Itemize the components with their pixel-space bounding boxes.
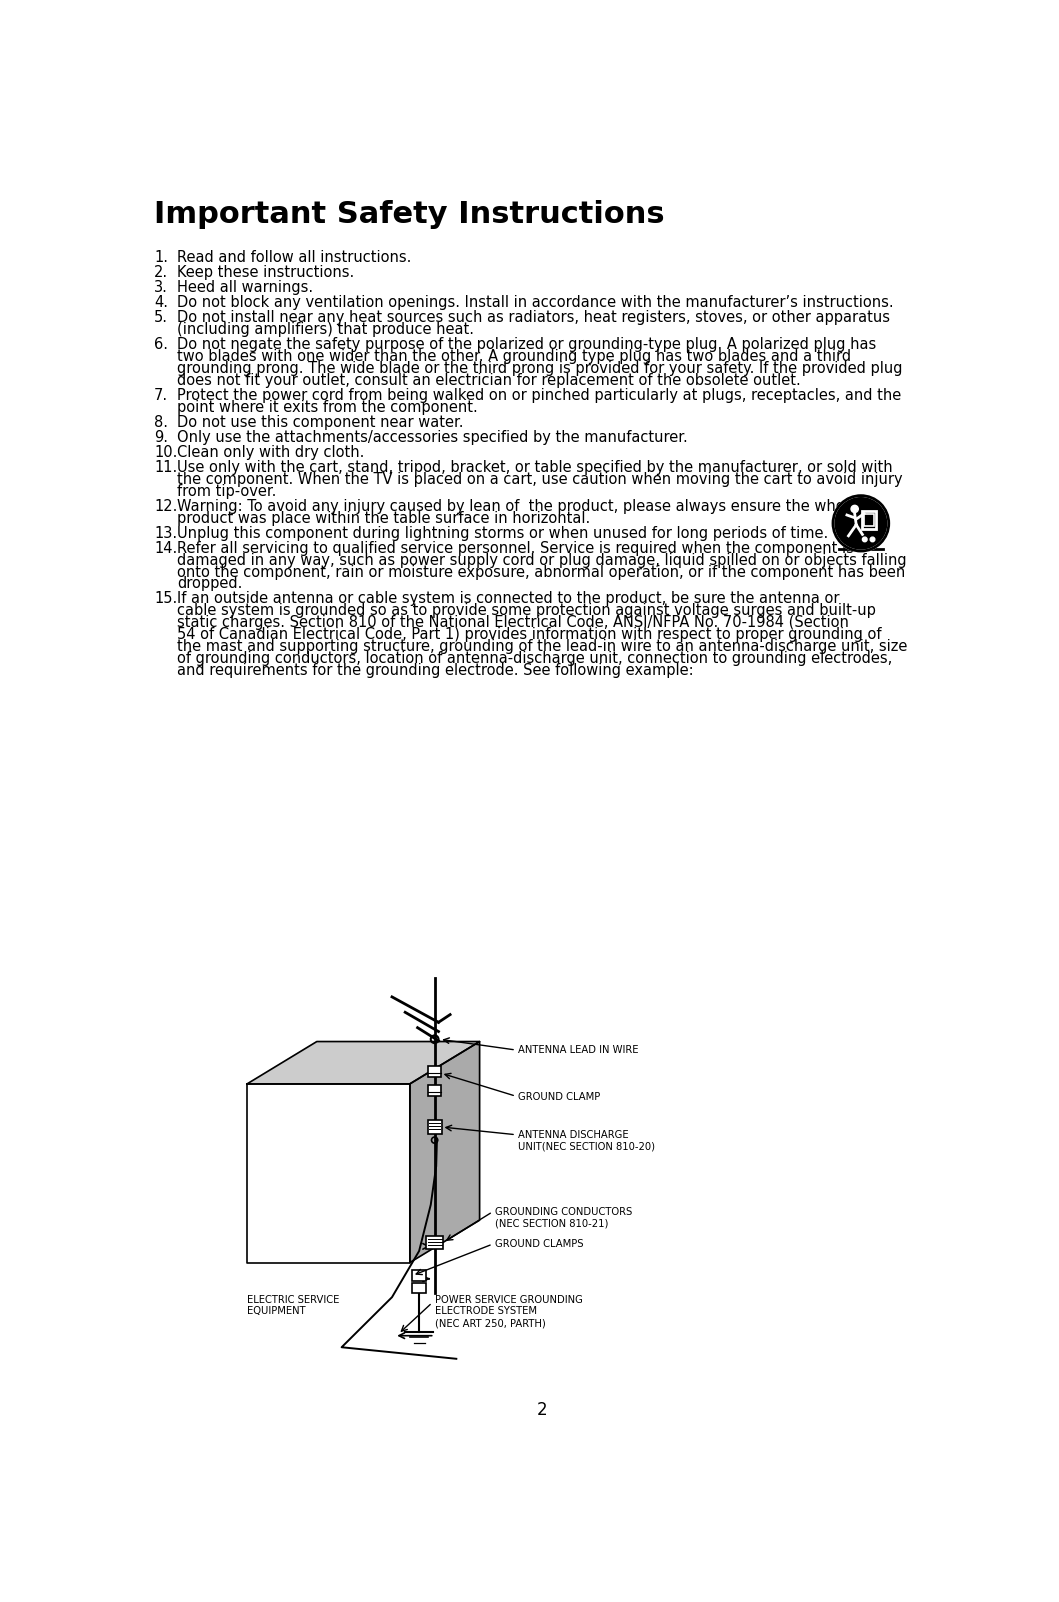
Text: Do not block any ventilation openings. Install in accordance with the manufactur: Do not block any ventilation openings. I… xyxy=(177,295,894,311)
Text: 14.: 14. xyxy=(154,540,177,556)
Text: Important Safety Instructions: Important Safety Instructions xyxy=(154,200,665,229)
Bar xyxy=(429,1067,441,1077)
Text: and requirements for the grounding electrode. See following example:: and requirements for the grounding elect… xyxy=(177,663,694,678)
Text: 6.: 6. xyxy=(154,336,168,352)
Text: Use only with the cart, stand, tripod, bracket, or table specified by the manufa: Use only with the cart, stand, tripod, b… xyxy=(177,460,893,474)
Text: from tip-over.: from tip-over. xyxy=(177,484,276,498)
Text: Protect the power cord from being walked on or pinched particularly at plugs, re: Protect the power cord from being walked… xyxy=(177,388,901,402)
Text: dropped.: dropped. xyxy=(177,577,243,591)
Text: onto the component, rain or moisture exposure, abnormal operation, or if the com: onto the component, rain or moisture exp… xyxy=(177,564,905,580)
Polygon shape xyxy=(247,1085,410,1262)
Text: Unplug this component during lightning storms or when unused for long periods of: Unplug this component during lightning s… xyxy=(177,525,828,540)
Text: ANTENNA LEAD IN WIRE: ANTENNA LEAD IN WIRE xyxy=(518,1046,639,1056)
Circle shape xyxy=(851,505,858,513)
Circle shape xyxy=(862,537,867,541)
Text: cable system is grounded so as to provide some protection against voltage surges: cable system is grounded so as to provid… xyxy=(177,604,876,618)
Text: ANTENNA DISCHARGE
UNIT(NEC SECTION 810-20): ANTENNA DISCHARGE UNIT(NEC SECTION 810-2… xyxy=(518,1129,656,1152)
Text: Do not install near any heat sources such as radiators, heat registers, stoves, : Do not install near any heat sources suc… xyxy=(177,311,891,325)
Text: Do not use this component near water.: Do not use this component near water. xyxy=(177,415,464,429)
Text: Do not negate the safety purpose of the polarized or grounding-type plug. A pola: Do not negate the safety purpose of the … xyxy=(177,336,877,352)
Text: 12.: 12. xyxy=(154,498,178,514)
Text: 54 of Canadian Electrical Code, Part 1) provides information with respect to pro: 54 of Canadian Electrical Code, Part 1) … xyxy=(177,628,882,642)
Text: If an outside antenna or cable system is connected to the product, be sure the a: If an outside antenna or cable system is… xyxy=(177,591,840,607)
Text: static charges. Section 810 of the National Electrical Code, ANSI/NFPA No. 70-19: static charges. Section 810 of the Natio… xyxy=(177,615,849,630)
Bar xyxy=(426,1235,443,1250)
Text: damaged in any way, such as power supply cord or plug damage, liquid spilled on : damaged in any way, such as power supply… xyxy=(177,553,907,567)
Bar xyxy=(429,1086,441,1096)
Text: does not fit your outlet, consult an electrician for replacement of the obsolete: does not fit your outlet, consult an ele… xyxy=(177,373,801,388)
Text: GROUND CLAMP: GROUND CLAMP xyxy=(518,1091,600,1102)
Bar xyxy=(862,511,877,529)
Text: grounding prong. The wide blade or the third prong is provided for your safety. : grounding prong. The wide blade or the t… xyxy=(177,360,903,376)
Text: of grounding conductors, location of antenna-discharge unit, connection to groun: of grounding conductors, location of ant… xyxy=(177,650,893,666)
Bar xyxy=(412,1270,426,1282)
Bar xyxy=(428,1120,442,1134)
Text: 2: 2 xyxy=(537,1402,548,1419)
Text: Keep these instructions.: Keep these instructions. xyxy=(177,264,355,280)
Text: 7.: 7. xyxy=(154,388,168,402)
Text: GROUND CLAMPS: GROUND CLAMPS xyxy=(495,1240,584,1250)
Text: 1.: 1. xyxy=(154,250,168,264)
Bar xyxy=(412,1283,426,1293)
Text: Warning: To avoid any injury caused by lean of  the product, please always ensur: Warning: To avoid any injury caused by l… xyxy=(177,498,858,514)
Text: Clean only with dry cloth.: Clean only with dry cloth. xyxy=(177,445,364,460)
Text: 2.: 2. xyxy=(154,264,168,280)
Bar xyxy=(864,514,874,525)
Text: Heed all warnings.: Heed all warnings. xyxy=(177,280,313,295)
Text: point where it exits from the component.: point where it exits from the component. xyxy=(177,400,478,415)
Text: two blades with one wider than the other. A grounding type plug has two blades a: two blades with one wider than the other… xyxy=(177,349,851,364)
Circle shape xyxy=(833,495,889,551)
Text: 3.: 3. xyxy=(154,280,168,295)
Text: 11.: 11. xyxy=(154,460,177,474)
Text: 9.: 9. xyxy=(154,429,168,445)
Text: the mast and supporting structure, grounding of the lead-in wire to an antenna-d: the mast and supporting structure, groun… xyxy=(177,639,908,654)
Text: 13.: 13. xyxy=(154,525,177,540)
Polygon shape xyxy=(410,1041,480,1262)
Text: 15.: 15. xyxy=(154,591,177,607)
Text: POWER SERVICE GROUNDING
ELECTRODE SYSTEM
(NEC ART 250, PARTH): POWER SERVICE GROUNDING ELECTRODE SYSTEM… xyxy=(434,1294,582,1328)
Text: Read and follow all instructions.: Read and follow all instructions. xyxy=(177,250,412,264)
Text: (including amplifiers) that produce heat.: (including amplifiers) that produce heat… xyxy=(177,322,474,336)
Text: Refer all servicing to qualified service personnel. Service is required when the: Refer all servicing to qualified service… xyxy=(177,540,855,556)
Text: the component. When the TV is placed on a cart, use caution when moving the cart: the component. When the TV is placed on … xyxy=(177,471,903,487)
Text: Only use the attachments/accessories specified by the manufacturer.: Only use the attachments/accessories spe… xyxy=(177,429,688,445)
Text: 5.: 5. xyxy=(154,311,168,325)
Polygon shape xyxy=(247,1041,480,1085)
Text: 4.: 4. xyxy=(154,295,168,311)
Text: 10.: 10. xyxy=(154,445,178,460)
Text: GROUNDING CONDUCTORS
(NEC SECTION 810-21): GROUNDING CONDUCTORS (NEC SECTION 810-21… xyxy=(495,1206,632,1229)
Text: 8.: 8. xyxy=(154,415,168,429)
Text: product was place within the table surface in horizontal.: product was place within the table surfa… xyxy=(177,511,591,525)
Text: ELECTRIC SERVICE
EQUIPMENT: ELECTRIC SERVICE EQUIPMENT xyxy=(247,1294,340,1317)
Circle shape xyxy=(870,537,875,541)
